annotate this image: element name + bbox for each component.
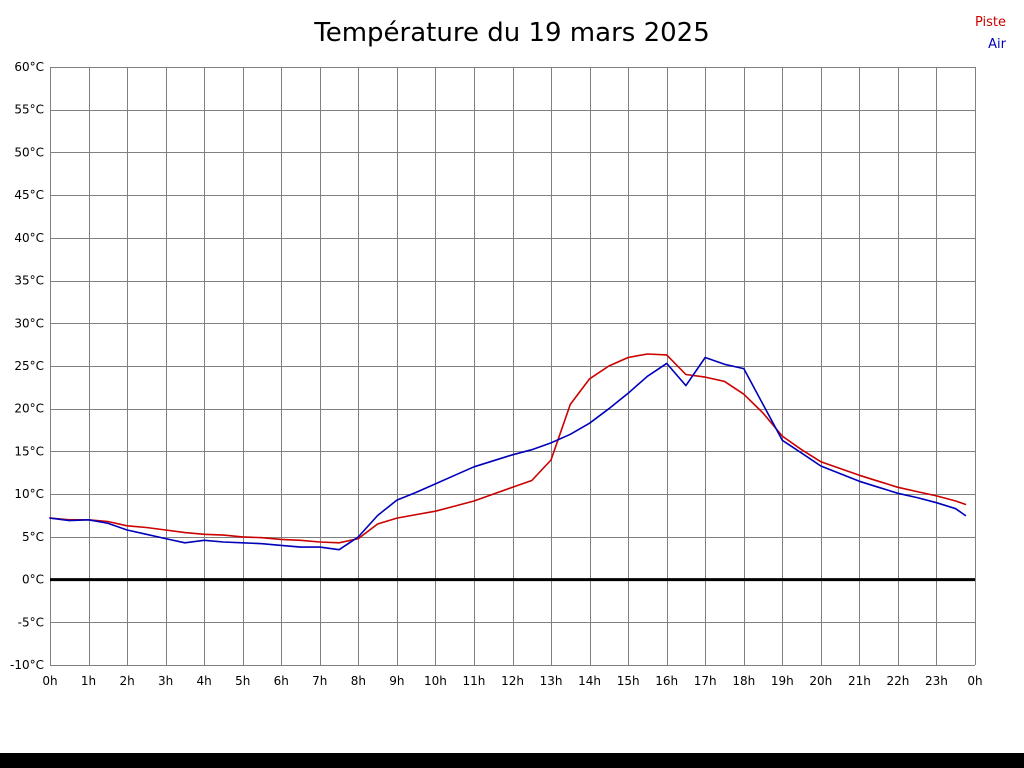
svg-text:18h: 18h	[732, 674, 755, 688]
svg-text:40°C: 40°C	[14, 231, 44, 245]
temperature-plot: 60°C 55°C 50°C 45°C 40°C 35°C 30°C 25°C 20°C 15°C…	[10, 60, 983, 688]
svg-text:55°C: 55°C	[14, 103, 44, 117]
svg-text:15h: 15h	[617, 674, 640, 688]
bottom-bar	[0, 753, 1024, 768]
svg-text:25°C: 25°C	[14, 359, 44, 373]
svg-text:12h: 12h	[501, 674, 524, 688]
x-axis-labels: 0h 1h 2h 3h 4h 5h 6h 7h 8h 9h 10h 11h 12h 13h 14h 15h 16…	[42, 674, 982, 688]
svg-text:8h: 8h	[351, 674, 366, 688]
svg-text:15°C: 15°C	[14, 444, 44, 458]
chart-legend: Piste Air	[975, 12, 1006, 56]
svg-text:50°C: 50°C	[14, 145, 44, 159]
svg-text:7h: 7h	[312, 674, 327, 688]
svg-text:4h: 4h	[197, 674, 212, 688]
svg-text:23h: 23h	[925, 674, 948, 688]
legend-item-air: Air	[988, 37, 1006, 53]
piste-line	[49, 353, 967, 544]
svg-text:11h: 11h	[463, 674, 486, 688]
svg-text:5°C: 5°C	[22, 530, 44, 544]
svg-text:0h: 0h	[42, 674, 57, 688]
svg-text:-10°C: -10°C	[10, 658, 44, 672]
svg-text:21h: 21h	[848, 674, 871, 688]
svg-text:13h: 13h	[540, 674, 563, 688]
chart-title: Température du 19 mars 2025	[314, 18, 710, 48]
grid-lines	[50, 67, 976, 666]
svg-text:60°C: 60°C	[14, 60, 44, 74]
svg-text:-5°C: -5°C	[18, 615, 44, 629]
y-axis-labels: 60°C 55°C 50°C 45°C 40°C 35°C 30°C 25°C 20°C 15°C…	[10, 60, 44, 672]
svg-text:6h: 6h	[274, 674, 289, 688]
svg-text:1h: 1h	[81, 674, 96, 688]
svg-text:45°C: 45°C	[14, 188, 44, 202]
legend-item-piste: Piste	[974, 15, 1006, 30]
svg-text:20h: 20h	[809, 674, 832, 688]
svg-text:20°C: 20°C	[14, 402, 44, 416]
svg-text:16h: 16h	[655, 674, 678, 688]
svg-text:10h: 10h	[424, 674, 447, 688]
svg-text:9h: 9h	[389, 674, 404, 688]
svg-text:5h: 5h	[235, 674, 250, 688]
svg-text:19h: 19h	[771, 674, 794, 688]
svg-text:22h: 22h	[886, 674, 909, 688]
svg-text:2h: 2h	[119, 674, 134, 688]
svg-text:35°C: 35°C	[14, 274, 44, 288]
svg-text:0°C: 0°C	[22, 573, 44, 587]
svg-text:30°C: 30°C	[14, 316, 44, 330]
svg-text:0h: 0h	[967, 674, 982, 688]
air-line	[49, 356, 967, 551]
svg-text:10°C: 10°C	[14, 487, 44, 501]
svg-text:14h: 14h	[578, 674, 601, 688]
svg-text:17h: 17h	[694, 674, 717, 688]
svg-text:3h: 3h	[158, 674, 173, 688]
